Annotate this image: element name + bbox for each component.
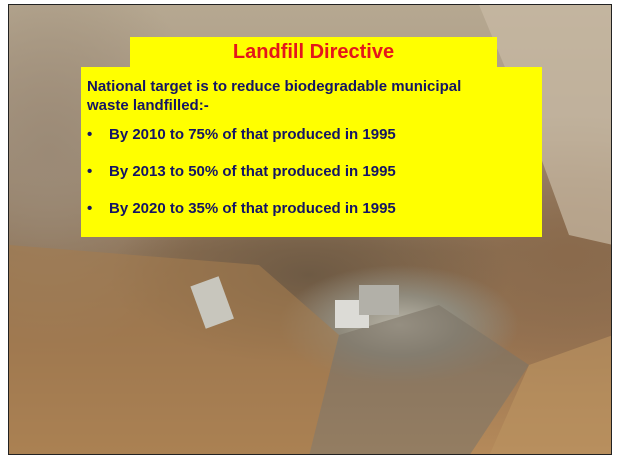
page: {"slide": {"title": "Landfill Directive"… [0,0,621,459]
slide-title: Landfill Directive [130,37,497,68]
bullet-item: By 2010 to 75% of that produced in 1995 [87,125,530,144]
bullet-list: By 2010 to 75% of that produced in 1995 B… [87,125,530,218]
bullet-item: By 2013 to 50% of that produced in 1995 [87,162,530,181]
slide: Landfill Directive National target is to… [8,4,612,455]
truck [359,285,399,315]
grass-slope [9,245,339,455]
text-box: National target is to reduce biodegradab… [81,67,542,237]
bullet-item: By 2020 to 35% of that produced in 1995 [87,199,530,218]
title-box: Landfill Directive [130,37,497,68]
intro-text: National target is to reduce biodegradab… [87,77,507,115]
